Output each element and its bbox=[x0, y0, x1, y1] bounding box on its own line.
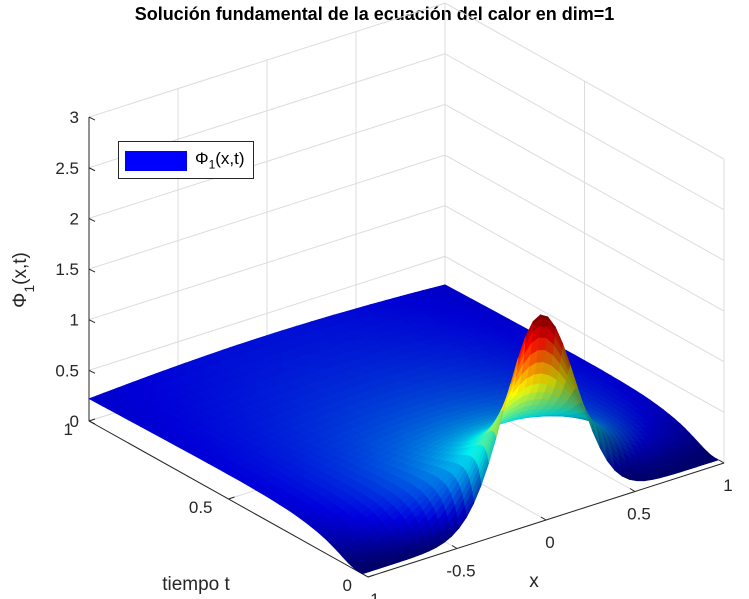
z-tick-label: 2.5 bbox=[55, 159, 79, 178]
x-tick-label: 1 bbox=[723, 476, 732, 495]
x-tick-label: -0.5 bbox=[446, 562, 475, 581]
z-tick-mark bbox=[88, 116, 96, 121]
t-tick-label: 0.5 bbox=[189, 498, 213, 517]
z-tick-label: 2 bbox=[70, 209, 79, 228]
z-tick-mark bbox=[88, 369, 96, 374]
z-tick-mark bbox=[88, 167, 96, 172]
z-tick-mark bbox=[88, 268, 96, 273]
z-tick-label: 0.5 bbox=[55, 361, 79, 380]
t-tick-mark bbox=[88, 418, 96, 422]
z-tick-label: 1 bbox=[70, 311, 79, 330]
x-tick-label: 0.5 bbox=[627, 505, 651, 524]
surface-patch bbox=[636, 479, 645, 482]
x-tick-mark bbox=[451, 545, 458, 549]
z-grid-line bbox=[88, 103, 725, 261]
z-tick-label: 3 bbox=[70, 108, 79, 127]
z-tick-mark bbox=[88, 319, 96, 324]
x-tick-label: -1 bbox=[364, 590, 379, 599]
x-tick-mark bbox=[540, 516, 547, 521]
x-tick-mark bbox=[362, 573, 369, 578]
legend-swatch bbox=[125, 151, 187, 171]
t-tick-mark bbox=[228, 496, 235, 500]
x-tick-mark bbox=[629, 488, 636, 492]
z-tick-label: 1.5 bbox=[55, 260, 79, 279]
surface-patch bbox=[361, 571, 371, 575]
t-axis-label: tiempo t bbox=[162, 574, 230, 595]
t-tick-label: 1 bbox=[64, 420, 73, 439]
z-grid-line bbox=[88, 2, 725, 160]
legend[interactable]: Φ1(x,t) bbox=[118, 141, 254, 179]
z-grid-line bbox=[88, 53, 725, 211]
chart-title: Solución fundamental de la ecuación del … bbox=[134, 4, 615, 24]
t-tick-mark bbox=[367, 574, 375, 578]
surface-patch bbox=[538, 325, 548, 339]
legend-label: Φ1(x,t) bbox=[195, 149, 245, 172]
x-axis-label: x bbox=[529, 571, 539, 592]
z-tick-mark bbox=[88, 217, 96, 222]
z-tick-mark bbox=[88, 420, 96, 425]
x-tick-mark bbox=[718, 459, 725, 464]
surface bbox=[88, 284, 720, 575]
z-tick-label: 0 bbox=[70, 412, 79, 431]
x-tick-label: 0 bbox=[545, 533, 554, 552]
z-axis-label: Φ1(x,t) bbox=[10, 252, 37, 308]
t-tick-label: 0 bbox=[343, 576, 352, 595]
